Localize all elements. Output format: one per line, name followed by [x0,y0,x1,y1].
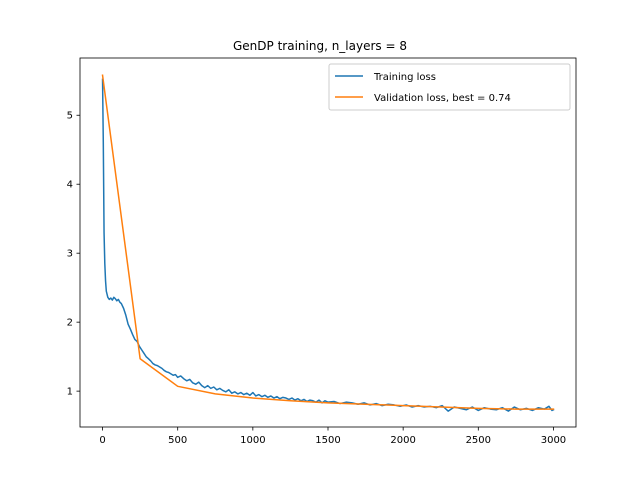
x-tick-label: 2500 [466,435,491,446]
x-tick-label: 0 [99,435,105,446]
y-tick-label: 3 [67,249,73,260]
x-tick-label: 500 [168,435,187,446]
plot-lines [101,74,555,412]
y-tick-label: 1 [67,387,73,398]
series-line-0 [101,78,555,412]
y-tick-label: 4 [67,180,73,191]
x-tick-label: 2000 [390,435,415,446]
x-tick-label: 1500 [315,435,340,446]
x-tick-label: 1000 [240,435,265,446]
x-axis: 0 500 1000 1500 2000 2500 3000 [99,427,566,446]
y-tick-label: 2 [67,318,73,329]
legend: Training loss Validation loss, best = 0.… [328,63,571,111]
y-axis: 1 2 3 4 5 [67,111,80,398]
chart-title: GenDP training, n_layers = 8 [233,39,407,53]
legend-label-validation-loss: Validation loss, best = 0.74 [374,93,511,104]
series-line-1 [101,74,555,410]
axes-frame [79,57,577,428]
legend-box [328,63,571,111]
legend-label-training-loss: Training loss [373,72,436,83]
y-tick-label: 5 [67,111,73,122]
x-tick-label: 3000 [541,435,566,446]
